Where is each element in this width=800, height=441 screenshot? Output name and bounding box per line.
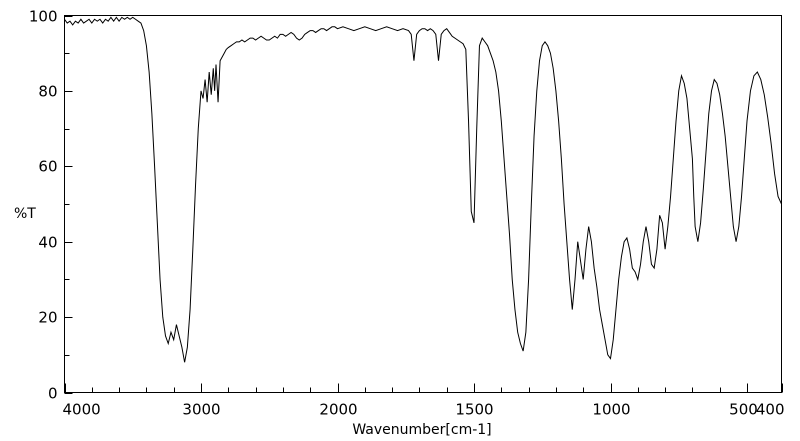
x-tick-label: 2000 xyxy=(319,401,357,419)
x-tick-label: 500 xyxy=(729,401,758,419)
axis-frame-path xyxy=(63,14,783,394)
x-tick-label: 1500 xyxy=(455,401,493,419)
y-tick-label: 0 xyxy=(48,385,58,403)
x-axis-ticks xyxy=(64,383,784,393)
x-tick-label: 400 xyxy=(756,401,785,419)
x-tick-label: 3000 xyxy=(182,401,220,419)
y-axis-title: %T xyxy=(14,206,36,222)
x-tick-label: 1000 xyxy=(592,401,630,419)
y-tick-label: 80 xyxy=(38,83,57,101)
y-tick-label: 100 xyxy=(29,8,58,26)
y-axis-tick-labels: 0 20 40 60 80 100 xyxy=(29,8,58,403)
y-tick-label: 20 xyxy=(38,309,57,327)
y-axis-ticks xyxy=(64,15,73,395)
y-tick-label: 40 xyxy=(38,234,57,252)
spectrum-trace xyxy=(64,16,782,363)
y-tick-label: 60 xyxy=(38,158,57,176)
x-tick-label: 4000 xyxy=(63,401,101,419)
x-axis-title: Wavenumber[cm-1] xyxy=(352,422,491,438)
plot-frame xyxy=(63,14,783,394)
